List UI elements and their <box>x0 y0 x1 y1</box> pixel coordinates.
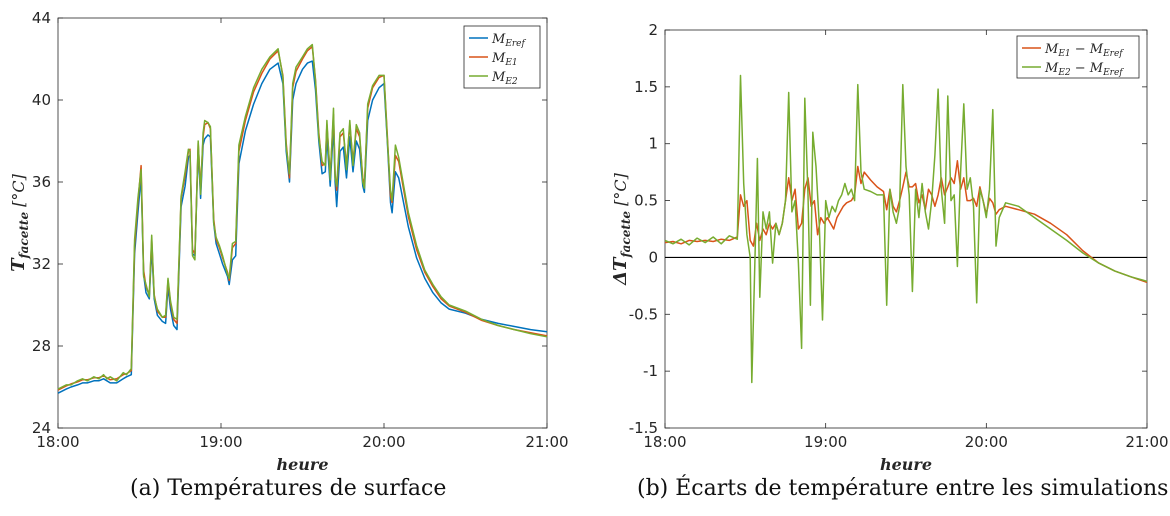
chart-b: 18:00 19:00 20:00 21:00 -1.5 -1 -0.5 0 0.5 1 1.5 2 h… <box>610 21 1169 474</box>
x-axis-label: heure <box>880 455 932 470</box>
y-tick-label: 40 <box>32 91 51 109</box>
y-tick-label: 28 <box>32 337 51 355</box>
x-tick-label: 20:00 <box>965 433 1008 451</box>
figure-canvas: 18:00 19:00 20:00 21:00 24 28 32 36 40 44 heure Tfa… <box>8 9 1169 474</box>
chart-a: 18:00 19:00 20:00 21:00 24 28 32 36 40 44 heure Tfa… <box>8 9 569 474</box>
legend-entry: ME1 − MEref <box>1044 42 1124 59</box>
x-tick-label: 18:00 <box>36 433 79 451</box>
legend: ME1 − MEref ME2 − MEref <box>1016 35 1140 79</box>
y-tick-label: -1 <box>643 362 658 380</box>
y-tick-label: 32 <box>32 255 51 273</box>
legend-entry: ME1 <box>491 51 518 68</box>
y-tick-label: -0.5 <box>629 305 658 323</box>
x-tick-label: 21:00 <box>1125 433 1168 451</box>
x-tick-label: 20:00 <box>362 433 405 451</box>
y-tick-label: 24 <box>32 419 51 437</box>
y-tick-label: 2 <box>648 21 658 39</box>
y-tick-label: 0.5 <box>634 192 658 210</box>
plot-frame <box>57 17 548 429</box>
y-tick-label: 1.5 <box>634 78 658 96</box>
plot-frame <box>664 29 1148 429</box>
x-axis-label: heure <box>276 455 328 470</box>
x-tick-label: 21:00 <box>525 433 568 451</box>
series-line-e2 <box>664 74 1148 384</box>
x-tick-label: 18:00 <box>643 433 686 451</box>
x-tick-label: 19:00 <box>199 433 242 451</box>
caption-b: (b) Écarts de température entre les simu… <box>637 476 1169 501</box>
series-line-e2 <box>57 43 548 390</box>
x-tick-label: 19:00 <box>804 433 847 451</box>
y-tick-label: 36 <box>32 173 51 191</box>
y-axis-label: Tfacette [°C] <box>8 173 31 272</box>
legend: MEref ME1 ME2 <box>463 25 541 89</box>
legend-entry: MEref <box>491 32 527 49</box>
y-axis-label: ΔTfacette [°C] <box>610 172 633 286</box>
legend-entry: ME2 <box>491 70 518 87</box>
y-tick-label: -1.5 <box>629 419 658 437</box>
legend-box <box>1016 35 1140 79</box>
y-tick-label: 0 <box>648 248 658 266</box>
y-tick-label: 1 <box>648 135 658 153</box>
caption-a: (a) Températures de surface <box>130 476 447 501</box>
y-tick-label: 44 <box>32 9 51 27</box>
legend-entry: ME2 − MEref <box>1044 61 1124 78</box>
